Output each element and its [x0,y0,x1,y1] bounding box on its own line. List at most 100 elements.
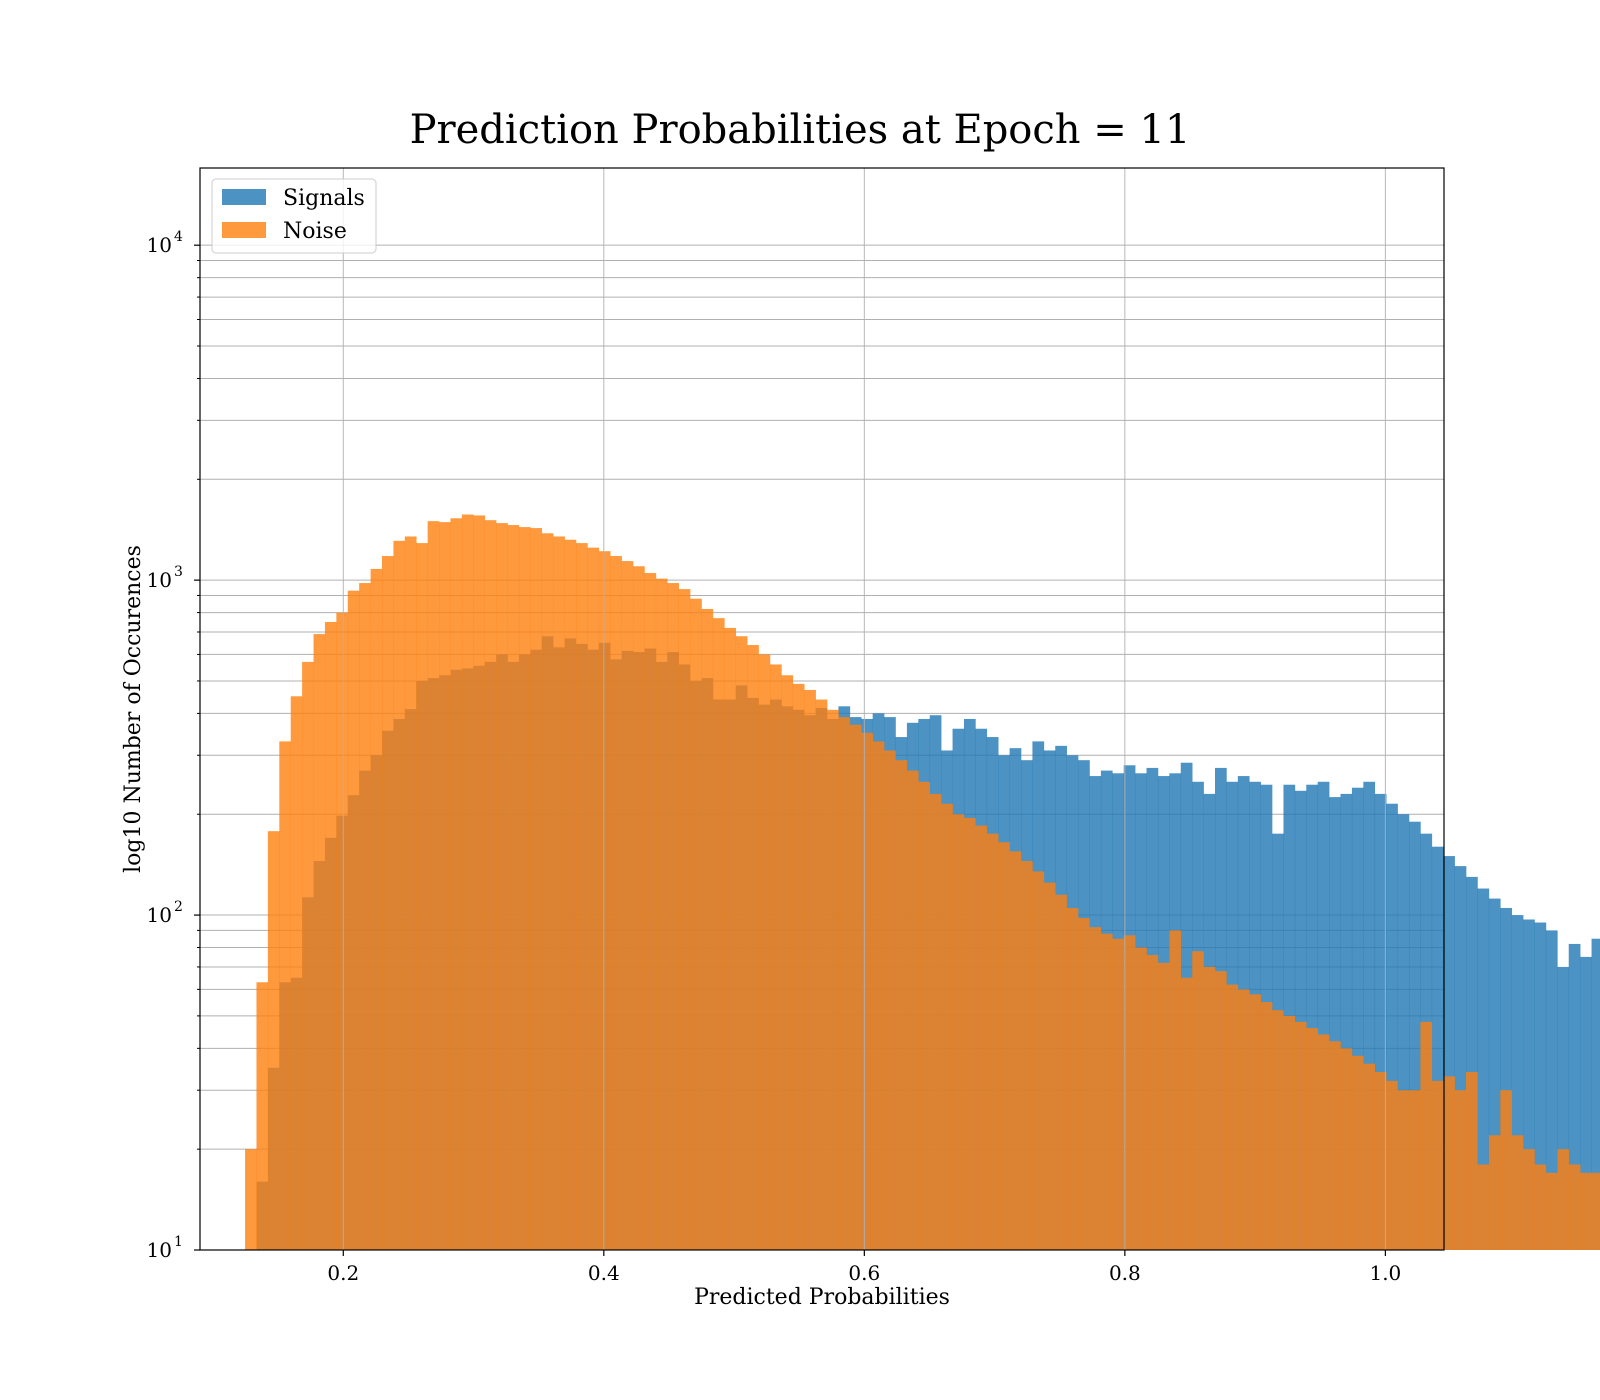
legend-label-noise: Noise [283,219,347,244]
bar [1408,1090,1421,1250]
y-tick-exponent: 3 [174,564,183,580]
bar [1557,966,1570,1250]
y-tick-label: 10 [147,233,172,257]
bar [256,982,269,1250]
bar [1363,781,1376,1250]
bar [781,675,794,1250]
bar [952,814,965,1250]
bar [313,634,326,1250]
bar [1386,1080,1398,1250]
bar [359,583,371,1250]
bar [1420,1021,1433,1250]
bar [1454,866,1467,1250]
bar [1089,927,1102,1250]
bar [404,536,417,1250]
bar [553,536,565,1250]
x-tick-label: 0.2 [327,1261,359,1285]
bar [1568,943,1581,1250]
bar [1557,1149,1570,1250]
bar [861,732,873,1250]
bar [747,645,759,1250]
bar [667,583,679,1250]
bar [439,522,451,1250]
bar [1386,803,1398,1250]
bar [849,724,862,1250]
chart-title: Prediction Probabilities at Epoch = 11 [410,107,1191,153]
bar [735,636,748,1250]
bar [347,590,360,1250]
bar [1374,1071,1387,1250]
bar [382,556,394,1250]
bar [1317,1034,1330,1250]
bar [1568,1164,1581,1250]
bar [838,717,851,1250]
bar [267,831,280,1250]
legend-label-signals: Signals [283,186,365,211]
bar [1580,956,1592,1250]
bar [450,518,463,1250]
bar [1203,966,1216,1250]
x-axis-label: Predicted Probabilities [694,1285,950,1310]
x-tick-label: 1.0 [1369,1261,1401,1285]
bar [1523,1149,1535,1250]
bar [1351,1055,1364,1250]
bar [427,521,440,1250]
bar [986,833,999,1250]
bar [1078,918,1090,1250]
bar [1226,984,1239,1250]
bar [1009,851,1022,1250]
bar [1351,787,1364,1250]
bar [1466,1071,1478,1250]
bar [1454,1090,1467,1250]
bar [324,621,337,1250]
bar [245,1149,257,1250]
bar [1511,915,1524,1250]
bar [941,803,953,1250]
bar [461,514,474,1250]
bar [393,540,406,1250]
bar [1545,1172,1558,1250]
bar [712,618,725,1250]
bar [1066,907,1079,1250]
bar [827,709,839,1250]
bar [633,566,645,1250]
x-axis-ticks: 0.2 0.4 0.6 0.8 1.0 [327,1250,1401,1285]
bar [279,741,292,1250]
y-tick-label: 10 [147,903,172,927]
bar [610,556,622,1250]
bar [1283,1015,1296,1250]
bar [1534,922,1547,1250]
bar [1032,871,1045,1250]
bar [302,661,314,1250]
bar [1329,1041,1341,1250]
series-noise [245,514,1600,1250]
bar [1431,1080,1444,1250]
bar [575,543,588,1250]
bar [1488,898,1501,1250]
bar [1580,1172,1592,1250]
bar [1431,846,1444,1250]
bar [496,523,508,1250]
bar [792,683,805,1250]
bar [769,664,782,1250]
bar [815,699,828,1250]
y-axis-label: log10 Number of Occurences [121,545,146,873]
bar [975,825,988,1250]
y-tick-exponent: 1 [174,1234,183,1250]
bar [1306,1028,1318,1250]
bar [758,654,771,1250]
bar [872,741,885,1250]
plot-frame [199,167,1445,1251]
bar [804,689,816,1250]
bar [1249,994,1261,1250]
bar [416,543,428,1250]
y-tick-label: 10 [147,1238,172,1262]
bar [1294,790,1307,1250]
bar [564,539,577,1250]
bar [530,528,543,1250]
bar [1477,1164,1490,1250]
bar [1363,1063,1376,1250]
bar [678,589,691,1250]
bar [644,573,657,1250]
